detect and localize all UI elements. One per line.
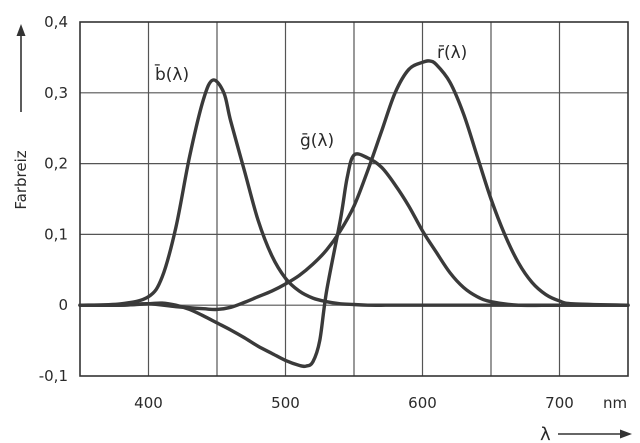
x-tick-label: 600 (408, 394, 437, 412)
y-tick-label: 0,3 (44, 84, 68, 102)
y-axis-label: Farbreiz (12, 150, 30, 209)
y-tick-label: 0,4 (44, 13, 68, 31)
y-tick-label: -0,1 (39, 367, 68, 385)
y-tick-label: 0,2 (44, 155, 68, 173)
curve-b-bar (78, 78, 630, 307)
y-tick-label: 0 (58, 296, 68, 314)
x-tick-labels: 400 500 600 700 (134, 394, 574, 412)
x-tick-label: 700 (545, 394, 574, 412)
series-label-b: b̄(λ) (155, 63, 190, 85)
y-tick-label: 0,1 (44, 225, 68, 243)
y-axis-label-group: Farbreiz (12, 24, 30, 210)
x-axis-arrowhead-icon (620, 429, 632, 439)
x-tick-label: 500 (271, 394, 300, 412)
y-axis-arrowhead-icon (16, 24, 26, 36)
x-axis-label-group: λ (540, 424, 632, 443)
curves (78, 59, 630, 369)
plot-frame (79, 21, 629, 377)
x-tick-label: 400 (134, 394, 163, 412)
y-tick-labels: -0,1 0 0,1 0,2 0,3 0,4 (39, 13, 68, 385)
series-label-r: r̄(λ) (437, 43, 467, 63)
series-label-g: ḡ(λ) (300, 131, 334, 151)
curve-r-bar (78, 59, 630, 312)
curve-g-bar (78, 152, 630, 369)
x-axis-unit: nm (603, 394, 627, 412)
x-axis-label: λ (540, 424, 551, 443)
